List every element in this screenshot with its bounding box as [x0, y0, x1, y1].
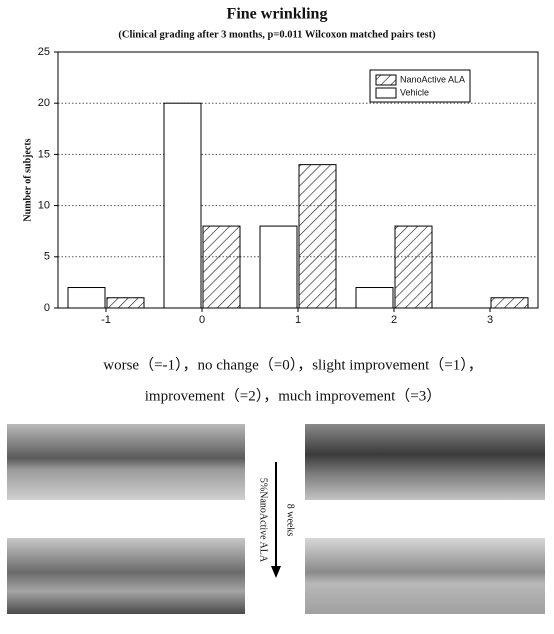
bar: [298, 164, 337, 309]
chart-subtitle: (Clinical grading after 3 months, p=0.01…: [118, 29, 436, 40]
bar: [163, 102, 202, 309]
y-tick-label: 25: [38, 46, 50, 58]
plot: 0 5 10 15 20 25 -1 0 1 2 3 NanoActive ALA Vehicle: [38, 46, 539, 326]
x-tick-label: 3: [487, 314, 493, 326]
legend-swatch: [375, 87, 397, 99]
caption-line: improvement（=2），much improvement（=3）: [145, 387, 441, 404]
y-tick-label: 0: [44, 302, 50, 314]
y-tick-label: 15: [38, 148, 50, 160]
photo: [305, 424, 545, 500]
y-axis-label: Number of subjects: [22, 138, 33, 221]
bar: [394, 225, 433, 309]
legend-label: Vehicle: [400, 87, 429, 97]
bar: [67, 287, 106, 309]
treatment-label: 5%NanoActive ALA: [258, 478, 269, 563]
chart-title: Fine wrinkling: [227, 6, 328, 23]
legend-label: NanoActive ALA: [400, 74, 465, 84]
y-tick-label: 5: [44, 251, 50, 263]
y-tick-label: 10: [38, 200, 50, 212]
photo: [7, 538, 245, 614]
arrow-head: [271, 566, 281, 578]
photo: [305, 538, 545, 614]
duration-label: 8 weeks: [285, 504, 296, 537]
x-tick-label: -1: [101, 314, 111, 326]
x-tick-label: 0: [199, 314, 205, 326]
bar: [355, 287, 394, 309]
x-tick-label: 1: [295, 314, 301, 326]
photo: [7, 424, 245, 500]
caption-line: worse（=-1），no change（=0），slight improvem…: [103, 356, 483, 373]
legend-swatch: [375, 74, 397, 86]
bar: [259, 225, 298, 309]
y-tick-label: 20: [38, 97, 50, 109]
bar: [490, 297, 529, 309]
bar: [202, 225, 241, 309]
bar: [106, 297, 145, 309]
photos: [7, 424, 545, 614]
x-tick-label: 2: [391, 314, 397, 326]
